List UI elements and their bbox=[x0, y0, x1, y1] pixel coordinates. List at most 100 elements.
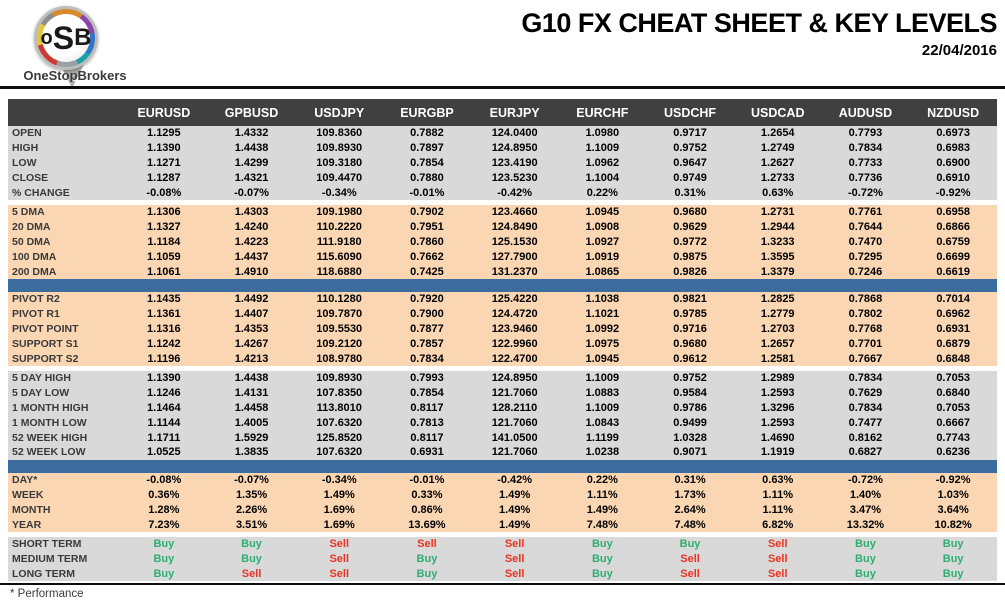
cell: 1.1361 bbox=[147, 308, 181, 321]
row-label: YEAR bbox=[12, 518, 42, 531]
cell: Buy bbox=[591, 553, 613, 566]
section-signals: SHORT TERM Buy Buy Sell Sell Sell Buy Buy Sell Bu… bbox=[8, 536, 997, 582]
cell: 0.7854 bbox=[410, 387, 444, 400]
cell: 141.0500 bbox=[491, 431, 538, 444]
cell: 122.9960 bbox=[491, 337, 538, 350]
cell: 0.8117 bbox=[410, 431, 444, 444]
cell: 0.9629 bbox=[673, 221, 707, 234]
cell: 1.1464 bbox=[147, 401, 181, 414]
cell: 1.1246 bbox=[147, 387, 181, 400]
cell: 127.7900 bbox=[491, 250, 538, 263]
cell: 0.9786 bbox=[673, 401, 707, 414]
row-label: 52 WEEK LOW bbox=[12, 446, 86, 459]
table-row: MEDIUM TERM Buy Buy Sell Buy Sell Buy Sell Sell B… bbox=[8, 552, 997, 567]
cell: 13.32% bbox=[846, 518, 885, 531]
column-header: EURUSD bbox=[137, 105, 191, 120]
cell: 1.2989 bbox=[760, 372, 795, 385]
cell: 0.7425 bbox=[410, 265, 444, 278]
cell: 1.0992 bbox=[585, 322, 620, 335]
cell: 1.0980 bbox=[585, 127, 620, 140]
cell: -0.42% bbox=[497, 474, 533, 487]
cell: 0.9717 bbox=[673, 127, 707, 140]
cell: 1.4458 bbox=[234, 401, 269, 414]
column-header: USDCAD bbox=[751, 105, 805, 120]
cell: 1.73% bbox=[674, 488, 706, 501]
cell: 0.9071 bbox=[673, 446, 707, 459]
cell: 1.1390 bbox=[147, 372, 181, 385]
cell: 0.7920 bbox=[410, 293, 444, 306]
row-label: HIGH bbox=[12, 142, 39, 155]
row-label: WEEK bbox=[12, 488, 44, 501]
cell: 0.7897 bbox=[410, 142, 444, 155]
cell: 1.2749 bbox=[760, 142, 795, 155]
cell: 1.2657 bbox=[760, 337, 795, 350]
cell: 110.1280 bbox=[316, 293, 362, 306]
cell: 0.6931 bbox=[410, 446, 444, 459]
cell: 1.0945 bbox=[585, 206, 620, 219]
cell: 109.3180 bbox=[316, 156, 363, 169]
cell: 1.2733 bbox=[760, 171, 795, 184]
cell: 0.6962 bbox=[936, 308, 970, 321]
cell: 1.1184 bbox=[147, 235, 181, 248]
section-divider-bar bbox=[8, 459, 997, 473]
cell: 0.6866 bbox=[936, 221, 970, 234]
cell: 0.7477 bbox=[848, 416, 883, 429]
cell: 1.49% bbox=[586, 503, 618, 516]
cell: 1.1242 bbox=[147, 337, 181, 350]
cell: 1.69% bbox=[323, 503, 355, 516]
cell: 0.9647 bbox=[673, 156, 707, 169]
row-label: CLOSE bbox=[12, 171, 49, 184]
cell: 1.4910 bbox=[234, 265, 269, 278]
table-row: 200 DMA 1.1061 1.4910 118.6880 0.7425 131.237… bbox=[8, 264, 997, 279]
cell: 109.7870 bbox=[316, 308, 363, 321]
row-label: DAY* bbox=[12, 474, 38, 487]
cell: 1.1390 bbox=[147, 142, 181, 155]
table-row: 52 WEEK HIGH 1.1711 1.5929 125.8520 0.8117 14… bbox=[8, 430, 997, 445]
table-header-row: EURUSD GPBUSD USDJPY EURGBP EURJPY EURCHF USDC… bbox=[8, 99, 997, 126]
cell: 0.22% bbox=[586, 474, 618, 487]
cell: 0.7857 bbox=[410, 337, 444, 350]
cell: -0.92% bbox=[935, 474, 971, 487]
table-row: CLOSE 1.1287 1.4321 109.4470 0.7880 123.5230 1… bbox=[8, 170, 997, 185]
cell: 0.63% bbox=[762, 186, 794, 199]
cell: 1.3233 bbox=[760, 235, 795, 248]
cell: 1.0908 bbox=[585, 221, 620, 234]
table-row: 5 DMA 1.1306 1.4303 109.1980 0.7902 123.4660 1… bbox=[8, 205, 997, 220]
cell: 0.6931 bbox=[936, 322, 970, 335]
cell: 0.7813 bbox=[410, 416, 444, 429]
row-label: SUPPORT S1 bbox=[12, 337, 79, 350]
cell: 0.9772 bbox=[673, 235, 707, 248]
cell: 1.2593 bbox=[760, 416, 795, 429]
logo-letter: S bbox=[52, 20, 75, 56]
cell: 1.3379 bbox=[760, 265, 795, 278]
cell: 109.5530 bbox=[316, 322, 363, 335]
cell: 124.8950 bbox=[491, 142, 538, 155]
cell: Sell bbox=[329, 553, 350, 566]
row-label: 50 DMA bbox=[12, 235, 51, 248]
cell: 0.7877 bbox=[410, 322, 444, 335]
cell: 123.9460 bbox=[491, 322, 538, 335]
cell: -0.01% bbox=[409, 474, 445, 487]
cell: 0.7761 bbox=[848, 206, 883, 219]
table-row: OPEN 1.1295 1.4332 109.8360 0.7882 124.0400 1.… bbox=[8, 126, 997, 141]
cell: 118.6880 bbox=[316, 265, 362, 278]
cell: 124.4720 bbox=[491, 308, 538, 321]
cell: 1.49% bbox=[323, 488, 355, 501]
cell: 1.4492 bbox=[234, 293, 269, 306]
cell: 1.4321 bbox=[234, 171, 269, 184]
cell: 0.31% bbox=[674, 186, 706, 199]
cell: 1.2703 bbox=[760, 322, 795, 335]
row-label: 100 DMA bbox=[12, 250, 57, 263]
table-row: WEEK 0.36% 1.35% 1.49% 0.33% 1.49% 1.11% 1.73% 1… bbox=[8, 488, 997, 503]
cell: 0.7644 bbox=[848, 221, 883, 234]
cell: 0.7053 bbox=[936, 372, 970, 385]
cell: 128.2110 bbox=[492, 401, 538, 414]
section-dma: 5 DMA 1.1306 1.4303 109.1980 0.7902 123.4660 1… bbox=[8, 204, 997, 279]
cell: 0.7014 bbox=[936, 293, 970, 306]
cell: 0.9875 bbox=[673, 250, 707, 263]
row-label: 5 DMA bbox=[12, 206, 45, 219]
cell: 1.4223 bbox=[234, 235, 269, 248]
cell: 1.1196 bbox=[147, 352, 181, 365]
cell: 1.2654 bbox=[760, 127, 795, 140]
